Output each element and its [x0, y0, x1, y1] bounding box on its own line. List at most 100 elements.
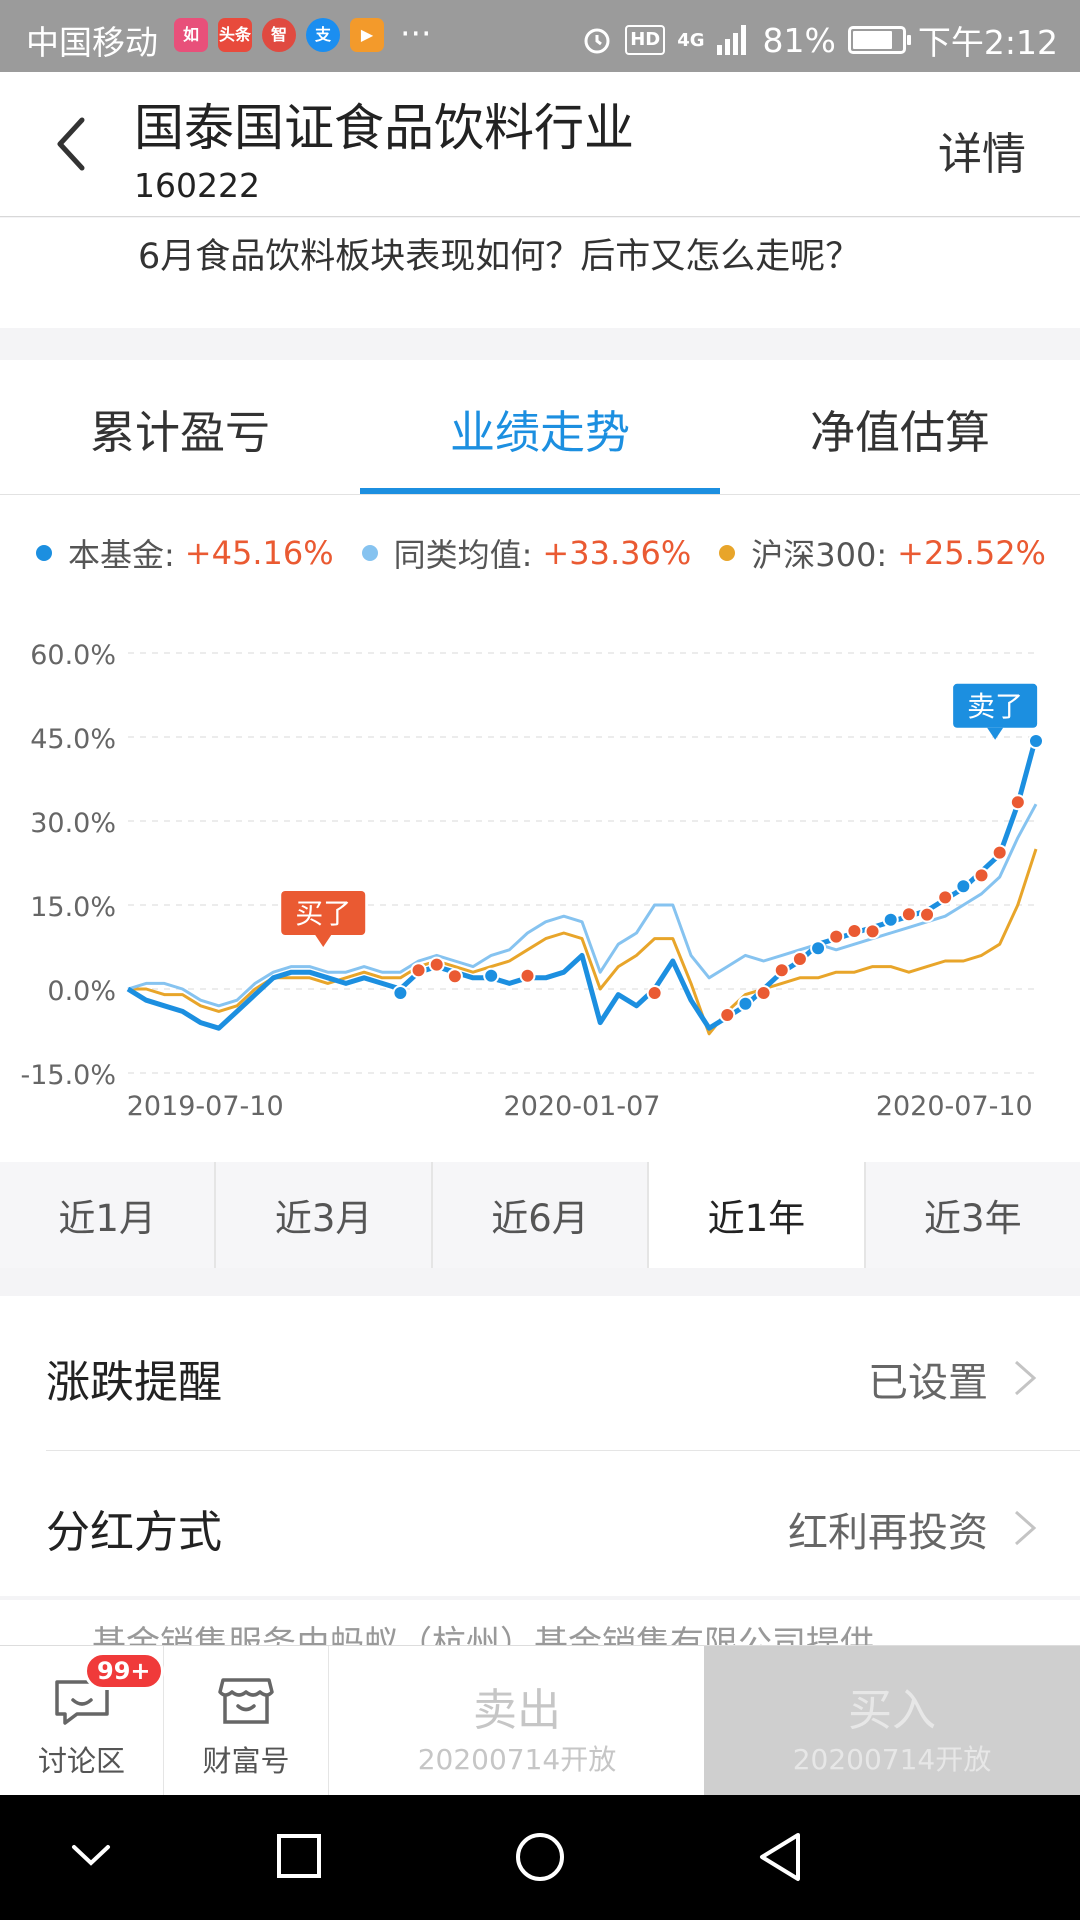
notif-app-icon: 支 [306, 18, 340, 52]
period-1m-button[interactable]: 近1月 [0, 1162, 217, 1268]
trade-point [1009, 794, 1026, 811]
sell-marker: 卖了 [967, 690, 1023, 723]
nav-recents-icon[interactable] [274, 1831, 324, 1881]
wealth-account-label: 财富号 [202, 1744, 290, 1778]
period-3m-button[interactable]: 近3月 [216, 1162, 433, 1268]
trade-point [392, 985, 409, 1001]
discussion-label: 讨论区 [37, 1744, 125, 1778]
period-6m-button[interactable]: 近6月 [432, 1162, 650, 1268]
notif-app-icon: 头条 [218, 18, 252, 52]
trade-point [791, 951, 808, 967]
fund-title: 国泰国证食品饮料行业 [134, 99, 634, 157]
system-nav-bar [0, 1795, 1080, 1920]
settings-list: 涨跌提醒 已设置 分红方式 红利再投资 [0, 1296, 1080, 1596]
trade-point [900, 906, 917, 923]
clock: 下午2:12 [917, 23, 1058, 62]
period-selector: 近1月 近3月 近6月 近1年 近3年 [0, 1162, 1080, 1268]
detail-button[interactable]: 详情 [938, 129, 1026, 180]
y-tick-label: 30.0% [30, 808, 116, 839]
price-alert-label: 涨跌提醒 [46, 1357, 222, 1408]
series-line-fund [126, 736, 1039, 1031]
dividend-method-label: 分红方式 [46, 1507, 222, 1558]
x-tick-label: 2019-07-10 [127, 1091, 284, 1122]
legend-name-peer: 同类均值: [393, 536, 533, 574]
bottom-action-bar: 99+ 讨论区 财富号 卖出 20200714开放 买入 20200714开放 [0, 1645, 1080, 1796]
series-line-index [128, 848, 1038, 1036]
trade-point [737, 995, 754, 1012]
more-notifications-icon: ··· [400, 14, 432, 53]
trade-point [773, 962, 790, 979]
trade-point [973, 867, 990, 884]
legend-value-peer: +33.36% [542, 534, 692, 572]
trade-point [646, 985, 663, 1001]
trade-point [755, 985, 772, 1001]
sell-open-date: 20200714开放 [417, 1743, 617, 1776]
trade-point [719, 1007, 736, 1023]
network-icon: 4G [677, 29, 705, 51]
nav-home-icon[interactable] [514, 1831, 566, 1883]
period-3y-button[interactable]: 近3年 [865, 1162, 1080, 1268]
tab-nav-estimate[interactable]: 净值估算 [809, 406, 990, 459]
trade-point [1028, 733, 1044, 749]
trade-point [428, 956, 445, 973]
legend-dot-peer [361, 545, 378, 561]
buy-marker: 买了 [295, 897, 351, 930]
trade-point [828, 928, 845, 945]
x-tick-label: 2020-07-10 [876, 1091, 1033, 1122]
performance-chart[interactable]: 60.0% 45.0% 30.0% 15.0% 0.0% -15.0% 2019-07-10… [0, 600, 1080, 1260]
tab-active-indicator [360, 488, 720, 494]
notification-icons: 如 头条 智 支 ▶ [174, 18, 384, 52]
y-tick-label: 0.0% [47, 976, 116, 1007]
price-alert-value: 已设置 [868, 1360, 988, 1406]
dividend-method-row[interactable]: 分红方式 红利再投资 [0, 1446, 1080, 1596]
trade-point [991, 844, 1008, 861]
notif-app-icon: ▶ [350, 18, 384, 52]
sell-marker-bg [953, 683, 1038, 728]
discussion-badge: 99+ [84, 1652, 164, 1690]
y-tick-label: 60.0% [30, 640, 116, 671]
notice-banner[interactable]: 6月食品饮料板块表现如何？后市又怎么走呢？ [0, 218, 1080, 328]
chevron-right-icon [1015, 1510, 1037, 1546]
status-right: HD 4G 81% 下午2:12 [581, 16, 1058, 64]
wealth-account-button[interactable]: 财富号 [164, 1646, 329, 1796]
settings-divider [46, 1450, 1080, 1451]
price-alert-row[interactable]: 涨跌提醒 已设置 [0, 1296, 1080, 1446]
sell-label: 卖出 [473, 1685, 561, 1736]
hd-icon: HD [625, 25, 666, 55]
trade-point [882, 911, 899, 928]
chart-legend: 本基金: +45.16% 同类均值: +33.36% 沪深300: +25.52… [36, 530, 1046, 576]
notif-app-icon: 智 [262, 18, 296, 52]
header: 国泰国证食品饮料行业 160222 详情 [0, 72, 1080, 217]
trade-point [446, 968, 463, 985]
y-tick-label: 15.0% [30, 892, 116, 923]
trade-point [919, 906, 936, 923]
back-arrow-icon[interactable] [44, 114, 104, 174]
signal-icon [716, 25, 746, 55]
sell-button[interactable]: 卖出 20200714开放 [330, 1646, 704, 1796]
alarm-icon [584, 28, 610, 54]
series-line-peer [127, 803, 1038, 1008]
nav-back-icon[interactable] [756, 1831, 806, 1883]
nav-hide-icon[interactable] [66, 1831, 116, 1881]
legend-name-fund: 本基金: [68, 536, 175, 574]
trade-point [937, 889, 954, 906]
trade-point [483, 967, 500, 984]
store-icon [218, 1678, 274, 1724]
legend-value-fund: +45.16% [184, 534, 334, 572]
buy-open-date: 20200714开放 [792, 1743, 992, 1776]
notif-app-icon: 如 [174, 18, 208, 52]
buy-label: 买入 [848, 1685, 936, 1736]
period-1y-button[interactable]: 近1年 [649, 1162, 866, 1268]
discussion-button[interactable]: 99+ 讨论区 [0, 1646, 164, 1796]
performance-card: 累计盈亏 业绩走势 净值估算 本基金: +45.16% 同类均值: +33.36… [0, 360, 1080, 1268]
tab-cumulative-pnl[interactable]: 累计盈亏 [89, 406, 270, 459]
trade-point [846, 923, 863, 939]
tab-divider [0, 494, 1080, 495]
tab-performance-trend[interactable]: 业绩走势 [449, 406, 630, 459]
buy-marker-pointer [315, 935, 332, 947]
service-footnote-text: 基金销售服务由蚂蚁（杭州）基金销售有限公司提供 [92, 1624, 874, 1646]
battery-icon [847, 26, 911, 54]
buy-button[interactable]: 买入 20200714开放 [704, 1646, 1080, 1796]
y-tick-label: 45.0% [30, 724, 116, 755]
legend-dot-index [719, 545, 736, 561]
